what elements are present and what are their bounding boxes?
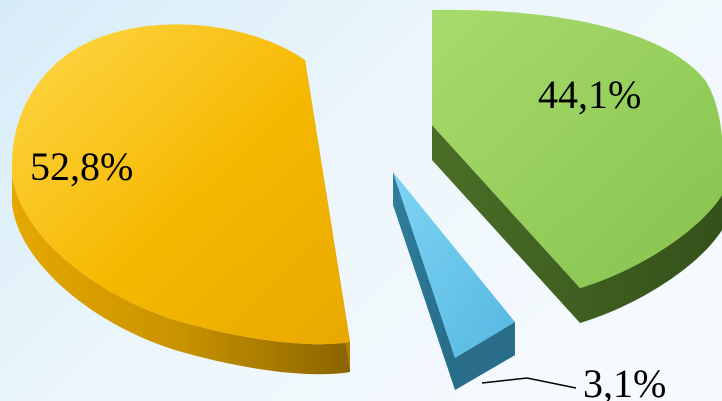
slice-label-1: 52,8% xyxy=(30,144,133,189)
slice-label-3: 3,1% xyxy=(583,361,666,401)
pie-slice-3 xyxy=(393,172,515,390)
leader-line-3 xyxy=(481,377,577,389)
pie-slice-1-top xyxy=(11,24,351,345)
pie-slice-3-top xyxy=(393,172,515,358)
pie-slice-1-side xyxy=(12,175,350,375)
pie-slice-2-top xyxy=(432,9,722,288)
pie-slice-1 xyxy=(11,24,351,375)
slice-label-2: 44,1% xyxy=(538,72,641,117)
pie-slice-2-side xyxy=(432,125,722,323)
pie-slice-2 xyxy=(432,9,722,323)
pie-slice-3-face xyxy=(455,322,515,390)
